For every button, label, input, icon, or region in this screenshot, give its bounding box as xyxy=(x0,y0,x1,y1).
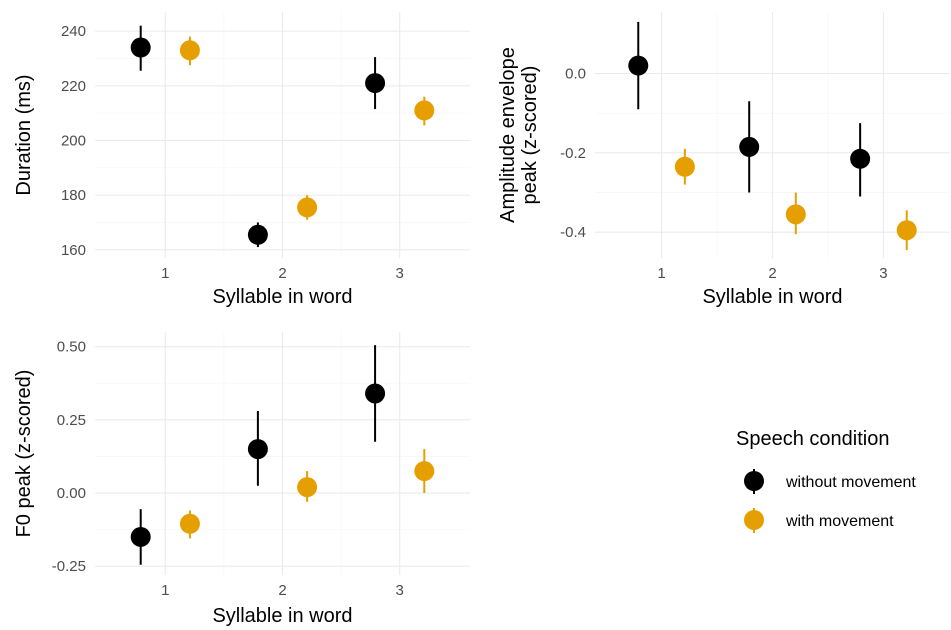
y-tick-label: 240 xyxy=(61,23,86,40)
legend-key-point xyxy=(744,471,764,491)
y-axis-title: Duration (ms) xyxy=(13,74,35,195)
y-tick-label: 0.0 xyxy=(565,66,586,83)
data-point xyxy=(674,156,695,177)
y-tick-label: 220 xyxy=(61,78,86,95)
x-tick-label: 3 xyxy=(396,265,404,282)
x-tick-label: 3 xyxy=(879,265,887,282)
y-tick-label: -0.4 xyxy=(560,224,586,241)
data-point xyxy=(785,204,806,225)
legend-key-point xyxy=(744,510,764,530)
f0-panel: -0.25 0.00 0.25 0.50 1 2 3 Syllable in word F0 p… xyxy=(13,332,470,627)
data-point xyxy=(297,477,318,498)
y-axis-title: Amplitude envelopepeak (z-scored) xyxy=(497,47,541,223)
data-point xyxy=(414,100,435,121)
data-point xyxy=(365,383,386,404)
y-tick-label: 0.50 xyxy=(57,339,86,356)
data-point xyxy=(628,55,649,76)
data-point xyxy=(130,37,151,58)
y-tick-label: 0.00 xyxy=(57,485,86,502)
y-axis-title-line: Amplitude envelope xyxy=(497,47,519,223)
amplitude-panel: 0.0 -0.2 -0.4 1 2 3 Syllable in word Amplitude … xyxy=(497,12,950,308)
x-axis-title: Syllable in word xyxy=(702,286,842,308)
x-tick-label: 1 xyxy=(161,265,169,282)
x-axis-title: Syllable in word xyxy=(212,605,352,627)
data-point xyxy=(179,513,200,534)
data-point xyxy=(130,526,151,547)
y-axis-title: F0 peak (z-scored) xyxy=(13,370,35,538)
y-tick-label: 200 xyxy=(61,132,86,149)
data-point xyxy=(247,439,268,460)
data-point xyxy=(179,40,200,61)
x-tick-label: 2 xyxy=(768,265,776,282)
legend: Speech condition without movement with m… xyxy=(736,428,916,533)
y-axis-title-line: peak (z-scored) xyxy=(519,66,541,205)
duration-panel: 160 180 200 220 240 1 2 3 Syllable in word Durati… xyxy=(13,12,470,308)
x-tick-label: 1 xyxy=(657,265,665,282)
legend-label-without-movement: without movement xyxy=(785,474,916,491)
data-point xyxy=(896,220,917,241)
y-tick-label: 180 xyxy=(61,187,86,204)
x-tick-label: 3 xyxy=(396,582,404,599)
y-tick-label: -0.25 xyxy=(52,558,86,575)
data-point xyxy=(297,197,318,218)
x-tick-label: 1 xyxy=(161,582,169,599)
x-tick-label: 2 xyxy=(278,265,286,282)
data-point xyxy=(850,148,871,169)
data-point xyxy=(365,73,386,94)
y-tick-label: 0.25 xyxy=(57,412,86,429)
x-axis-title: Syllable in word xyxy=(212,286,352,308)
data-point xyxy=(414,461,435,482)
y-tick-label: 160 xyxy=(61,242,86,259)
legend-item-without-movement: without movement xyxy=(744,469,916,494)
legend-label-with-movement: with movement xyxy=(785,513,894,530)
data-point xyxy=(739,136,760,157)
data-point xyxy=(247,224,268,245)
legend-item-with-movement: with movement xyxy=(744,508,894,533)
legend-title: Speech condition xyxy=(736,428,889,450)
y-tick-label: -0.2 xyxy=(560,145,586,162)
x-tick-label: 2 xyxy=(278,582,286,599)
